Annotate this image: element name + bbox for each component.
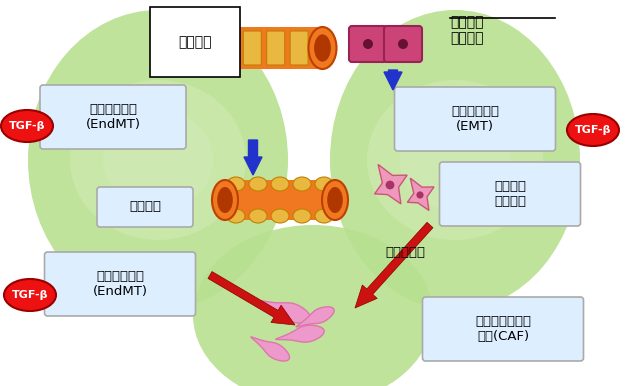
Polygon shape — [408, 178, 434, 210]
Ellipse shape — [70, 80, 246, 240]
Text: 内皮間葉移行
(EndMT): 内皮間葉移行 (EndMT) — [93, 270, 147, 298]
Ellipse shape — [217, 187, 233, 213]
FancyBboxPatch shape — [423, 297, 584, 361]
Polygon shape — [251, 337, 290, 361]
FancyBboxPatch shape — [40, 85, 186, 149]
FancyBboxPatch shape — [220, 31, 238, 65]
Ellipse shape — [4, 279, 56, 311]
Ellipse shape — [293, 177, 311, 191]
Bar — [225, 180, 335, 220]
Ellipse shape — [386, 181, 394, 190]
Ellipse shape — [28, 10, 288, 310]
Ellipse shape — [314, 34, 331, 62]
Ellipse shape — [315, 177, 333, 191]
Polygon shape — [296, 307, 334, 327]
Ellipse shape — [1, 110, 53, 142]
FancyBboxPatch shape — [349, 26, 387, 62]
Text: がん細胞
（悪性）: がん細胞 （悪性） — [494, 180, 526, 208]
Text: がん細胞
（良性）: がん細胞 （良性） — [450, 15, 483, 45]
FancyBboxPatch shape — [290, 31, 308, 65]
Polygon shape — [374, 164, 407, 204]
Ellipse shape — [271, 209, 289, 223]
Ellipse shape — [227, 209, 245, 223]
Polygon shape — [276, 325, 324, 342]
FancyBboxPatch shape — [440, 162, 581, 226]
Ellipse shape — [322, 180, 348, 220]
FancyBboxPatch shape — [384, 26, 422, 62]
Text: TGF-β: TGF-β — [12, 290, 48, 300]
Text: がん関連線維芽
細胞(CAF): がん関連線維芽 細胞(CAF) — [475, 315, 531, 343]
FancyBboxPatch shape — [394, 87, 556, 151]
Text: TGF-β: TGF-β — [9, 121, 45, 131]
Polygon shape — [355, 222, 433, 308]
Ellipse shape — [308, 27, 337, 69]
Text: 上皮間葉移行
(EMT): 上皮間葉移行 (EMT) — [451, 105, 499, 133]
Ellipse shape — [249, 209, 267, 223]
Ellipse shape — [367, 80, 543, 240]
Ellipse shape — [293, 209, 311, 223]
Polygon shape — [208, 272, 295, 325]
Ellipse shape — [363, 39, 373, 49]
Ellipse shape — [327, 187, 343, 213]
FancyBboxPatch shape — [45, 252, 196, 316]
Ellipse shape — [567, 114, 619, 146]
FancyBboxPatch shape — [243, 31, 261, 65]
Ellipse shape — [194, 27, 221, 69]
Ellipse shape — [103, 110, 213, 210]
Ellipse shape — [330, 10, 580, 310]
Text: 腫瘤血管: 腫瘤血管 — [129, 200, 161, 213]
Text: がんの進展: がんの進展 — [385, 245, 425, 259]
Ellipse shape — [416, 191, 424, 199]
FancyBboxPatch shape — [97, 187, 193, 227]
Ellipse shape — [227, 177, 245, 191]
Ellipse shape — [249, 177, 267, 191]
Polygon shape — [384, 70, 402, 90]
Ellipse shape — [400, 110, 510, 210]
Text: 正常血管: 正常血管 — [178, 35, 212, 49]
Polygon shape — [260, 301, 310, 323]
Ellipse shape — [271, 177, 289, 191]
Ellipse shape — [193, 225, 433, 386]
Text: 内皮間葉移行
(EndMT): 内皮間葉移行 (EndMT) — [85, 103, 140, 131]
Polygon shape — [244, 140, 262, 175]
Ellipse shape — [212, 180, 238, 220]
Bar — [208, 27, 322, 69]
FancyBboxPatch shape — [266, 31, 285, 65]
Ellipse shape — [315, 209, 333, 223]
Ellipse shape — [398, 39, 408, 49]
Text: TGF-β: TGF-β — [575, 125, 611, 135]
